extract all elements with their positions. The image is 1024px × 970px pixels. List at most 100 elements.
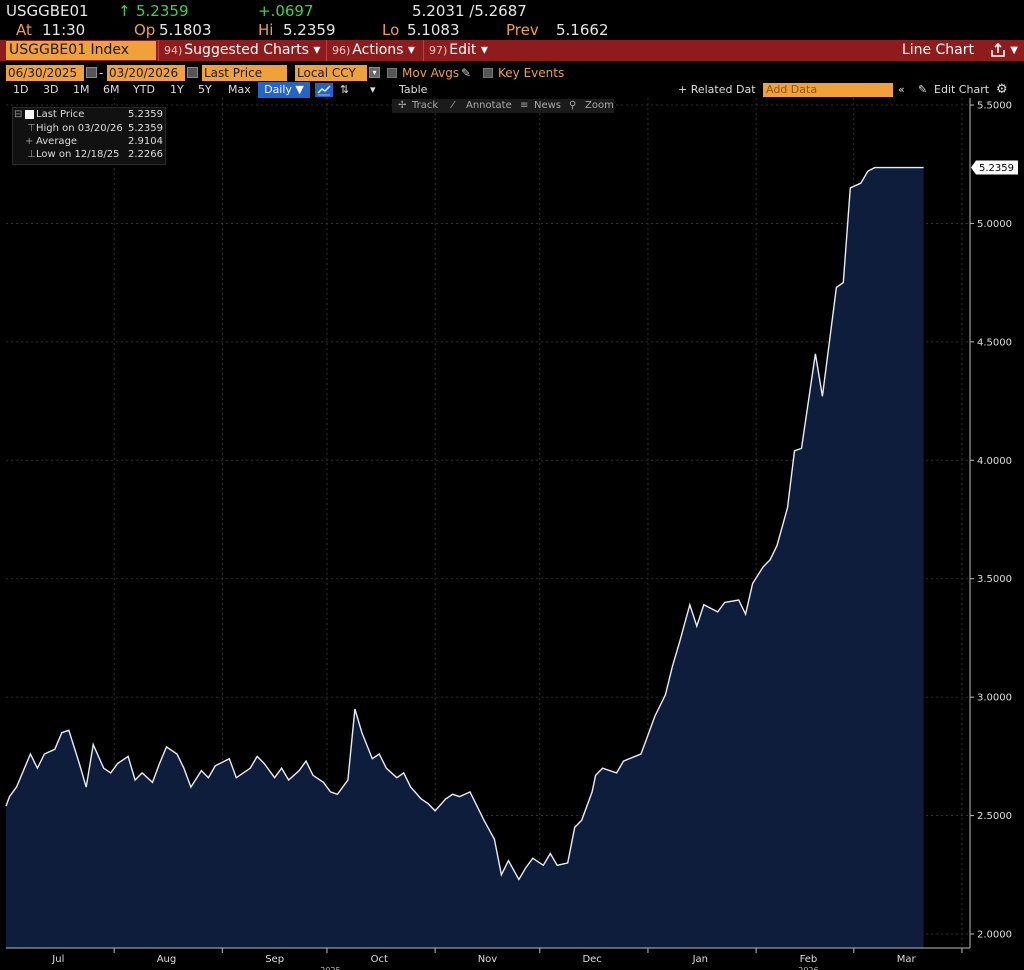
x-tick-label: Aug — [157, 954, 177, 965]
at-label: At — [16, 21, 32, 39]
high-marker-icon: ⊤ — [27, 123, 36, 134]
y-tick-label: 2.5000 — [977, 811, 1012, 822]
x-tick-label: Oct — [371, 954, 388, 965]
open-label: Op — [134, 21, 156, 39]
share-icon[interactable] — [990, 42, 1006, 62]
price-area-fill — [6, 167, 924, 949]
high-value: 5.2359 — [283, 21, 336, 39]
y-tick-label: 3.5000 — [977, 574, 1012, 585]
track-icon[interactable]: ✢ — [398, 100, 407, 111]
up-arrow-icon: ↑ — [118, 2, 131, 20]
edit-chart-pencil-icon[interactable]: ✎ — [918, 83, 928, 96]
pencil-icon[interactable]: ✎ — [461, 66, 472, 80]
suggested-charts-label: Suggested Charts ▾ — [184, 42, 321, 58]
annotate-icon[interactable]: ⁄ — [452, 100, 454, 111]
period-6m[interactable]: 6M — [103, 83, 120, 96]
bid-ask: 5.2031 /5.2687 — [412, 2, 527, 20]
zoom-button[interactable]: Zoom — [585, 100, 614, 111]
last-value-box — [971, 160, 1018, 175]
controls-bar: 06/30/2025 - 03/20/2026 Last Price Local… — [0, 64, 1024, 82]
mov-avgs-checkbox[interactable] — [387, 68, 397, 78]
news-button[interactable]: News — [534, 100, 562, 111]
edit-label: Edit ▾ — [449, 42, 488, 58]
gear-icon[interactable]: ⚙ — [996, 82, 1008, 97]
x-axis: Jul Aug Sep Oct Nov Dec Jan Feb Mar 2025 2026 — [6, 947, 970, 970]
legend-row-last-price[interactable]: ⊟ Last Price 5.2359 — [13, 108, 165, 121]
chart-tools: ✢ Track ⁄ Annotate ≡ News ⚲ Zoom — [392, 99, 614, 113]
key-events-checkbox[interactable] — [483, 68, 493, 78]
last-price-swatch — [25, 110, 34, 119]
track-button[interactable]: Track — [412, 100, 439, 111]
annotate-button[interactable]: Annotate — [466, 100, 512, 111]
legend-row-average: + Average 2.9104 — [13, 135, 165, 148]
quote-header: USGGBE01 ↑ 5.2359 +.0697 5.2031 /5.2687 … — [0, 2, 1024, 39]
price-field-select[interactable]: Last Price — [202, 65, 287, 81]
actions-label: Actions ▾ — [352, 42, 415, 58]
period-bar: 1D 3D 1M 6M YTD 1Y 5Y Max Daily ▼ ⇅ ▾ Ta… — [0, 82, 1024, 98]
y-tick-label: 4.5000 — [977, 337, 1012, 348]
high-label: Hi — [258, 21, 274, 39]
actions-menu[interactable]: 96) Actions ▾ — [326, 40, 422, 61]
frequency-select[interactable]: Daily ▼ — [258, 82, 310, 98]
y-tick-label: 4.0000 — [977, 456, 1012, 467]
date-separator: - — [99, 66, 104, 80]
currency-dropdown-icon[interactable]: ▾ — [369, 67, 380, 78]
period-3d[interactable]: 3D — [43, 83, 59, 96]
suggested-charts-menu[interactable]: 94) Suggested Charts ▾ — [158, 40, 324, 61]
edit-chart-button[interactable]: Edit Chart — [934, 83, 990, 96]
collapse-icon[interactable]: « — [898, 83, 905, 96]
currency-select[interactable]: Local CCY — [295, 65, 367, 81]
period-1d[interactable]: 1D — [13, 83, 29, 96]
add-data-input[interactable]: Add Data — [763, 83, 893, 97]
low-value: 5.1083 — [407, 21, 460, 39]
zoom-icon[interactable]: ⚲ — [569, 100, 577, 111]
suggested-charts-number: 94) — [164, 44, 183, 57]
legend-label: Low on 12/18/25 — [36, 149, 120, 160]
average-marker-icon: + — [25, 136, 34, 147]
legend-label: Average — [36, 136, 78, 147]
y-tick-label: 2.0000 — [977, 930, 1012, 941]
chart-style-icon[interactable]: ⇅ — [340, 83, 350, 96]
line-chart-icon[interactable] — [315, 83, 333, 97]
legend-value: 2.9104 — [128, 136, 163, 147]
period-5y[interactable]: 5Y — [198, 83, 212, 96]
price-line — [5, 166, 924, 881]
mov-avgs-label: Mov Avgs — [402, 66, 460, 80]
legend-label: Last Price — [36, 109, 85, 120]
x-tick-label: Dec — [582, 954, 601, 965]
x-tick-label: Jul — [51, 954, 64, 965]
calendar-icon[interactable] — [86, 67, 97, 78]
edit-menu[interactable]: 97) Edit ▾ — [423, 40, 493, 61]
year-label: 2026 — [798, 966, 818, 970]
style-dropdown-icon[interactable]: ▾ — [370, 83, 376, 96]
legend-row-low: ⊥ Low on 12/18/25 2.2266 — [13, 148, 165, 161]
end-date-field[interactable]: 03/20/2026 — [107, 65, 185, 81]
price-chart[interactable]: 5.5000 5.0000 4.5000 4.0000 3.5000 3.0000 2.50… — [0, 98, 1024, 970]
quote-time: 11:30 — [42, 21, 86, 39]
period-max[interactable]: Max — [228, 83, 251, 96]
last-price: 5.2359 — [136, 2, 189, 20]
table-button[interactable]: Table — [399, 83, 428, 96]
chart-type-dropdown-icon[interactable]: ▼ — [1010, 45, 1018, 56]
related-data-button[interactable]: + Related Dat — [678, 83, 756, 96]
security-field[interactable]: USGGBE01 Index — [6, 41, 156, 60]
legend-value: 5.2359 — [128, 123, 163, 134]
legend-label: High on 03/20/26 — [36, 123, 123, 134]
chart-type-label[interactable]: Line Chart — [901, 42, 974, 58]
x-tick-label: Feb — [800, 954, 818, 965]
collapse-legend-icon[interactable]: ⊟ — [14, 109, 23, 120]
start-date-field[interactable]: 06/30/2025 — [6, 65, 84, 81]
price-change: +.0697 — [258, 2, 314, 20]
low-label: Lo — [382, 21, 400, 39]
legend-row-high: ⊤ High on 03/20/26 5.2359 — [13, 122, 165, 135]
period-1y[interactable]: 1Y — [170, 83, 184, 96]
calendar-icon[interactable] — [187, 67, 198, 78]
low-marker-icon: ⊥ — [27, 149, 36, 160]
legend-value: 5.2359 — [128, 109, 163, 120]
news-icon[interactable]: ≡ — [520, 100, 529, 111]
period-1m[interactable]: 1M — [73, 83, 90, 96]
period-ytd[interactable]: YTD — [133, 83, 155, 96]
x-tick-label: Sep — [265, 954, 284, 965]
key-events-label: Key Events — [498, 66, 565, 80]
y-axis: 5.5000 5.0000 4.5000 4.0000 3.5000 3.0000 2.50… — [969, 98, 1012, 948]
